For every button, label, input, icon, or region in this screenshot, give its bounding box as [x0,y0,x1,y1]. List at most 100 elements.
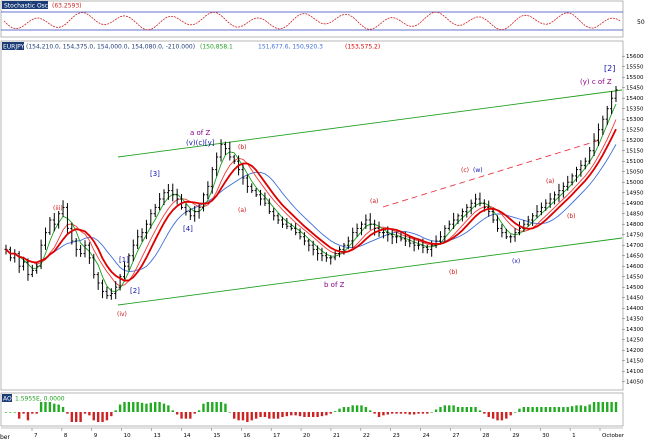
oscillator-bar [211,402,214,412]
label-v-c-y: (v)(c)[y] [186,139,215,147]
overlay-b: 151,677.6, 150,920.3 [258,44,323,51]
price-bar [87,242,91,264]
oscillator-bar [180,412,183,419]
oscillator-bar [285,412,289,417]
oscillator-bar [540,407,543,412]
oscillator-bar [500,412,504,421]
x-tick-label: 24 [423,433,430,439]
oscillator-bar [465,407,468,412]
price-bar [263,192,267,207]
oscillator-bar [96,412,100,422]
price-bar [158,192,162,211]
y-tick-label: 14400 [626,306,644,312]
price-bar [425,244,429,254]
price-bar [364,214,368,229]
oscillator-bar [268,412,271,419]
x-tick-label: 17 [273,433,280,439]
y-tick-label: 14550 [626,275,644,281]
stochastic-frame [0,0,624,38]
x-label-left: ber [0,434,11,441]
price-bar [153,203,157,218]
price-bar [215,152,219,177]
y-tick-label: 15000 [626,180,644,186]
oscillator-bar [518,408,521,412]
oscillator-bar [39,402,43,412]
y-tick-label: 14850 [626,212,644,218]
x-tick-label: 13 [154,433,161,439]
stochastic-line [3,11,621,31]
oscillator-bar [579,405,583,412]
oscillator-bar [175,412,179,415]
oscillator-bar [483,412,486,414]
stochastic-panel: Stochastic Oscillator (63.2593) 50 [0,0,645,38]
oscillator-bar [132,402,135,412]
x-tick-label: 23 [393,433,400,439]
price-bar [575,166,579,182]
oscillator-bar [149,402,153,412]
oscillator-bar [237,412,240,421]
price-bar [105,286,109,299]
oscillator-bar [434,409,438,412]
price-bar [447,220,451,231]
price-bar [250,183,254,193]
oscillator-bar [390,412,394,414]
x-tick-label: 15 [213,433,220,439]
oscillator-bar [53,403,56,412]
price-bar [35,261,39,274]
oscillator-bar [61,407,65,412]
price-bar [232,154,236,165]
moving-average-main [5,128,617,282]
label-a-mid: (a) [238,207,246,214]
oscillator-bar [206,402,210,412]
oscillator-bar [548,407,552,412]
label-z-bracket: [2] [604,64,615,73]
oscillator-bar [452,405,455,412]
overlay-c: (153,575.2) [345,44,380,51]
price-bar [456,213,460,225]
oscillator-bar [588,404,591,412]
oscillator-bar [316,412,319,417]
label-b-low: (b) [449,269,458,276]
trend-channel [117,89,623,306]
oscillator-bar [197,410,201,412]
oscillator-title: AO [3,396,12,403]
oscillator-bar [219,402,223,412]
price-bar [92,253,96,279]
oscillator-bar [562,407,565,412]
x-tick-label: 28 [482,433,489,439]
y-tick-label: 14050 [626,380,644,386]
price-bar [65,203,69,234]
price-bar [48,216,52,235]
oscillator-bar [377,412,381,417]
y-tick-label: 15250 [626,128,644,134]
x-tick-label: 27 [453,433,460,439]
oscillator-bar [496,412,499,421]
oscillator-bar [351,405,354,412]
label-b-top: (b) [238,144,247,151]
price-bar [289,223,293,231]
price-bar [548,193,552,208]
price-bar [557,183,561,202]
oscillator-bar [263,412,267,417]
price-bar [496,215,500,232]
oscillator-bar [601,402,605,412]
price-bar [434,235,438,249]
price-bar [478,192,482,207]
y-tick-label: 14200 [626,348,644,354]
oscillator-bar [307,412,311,417]
oscillator-bar [469,407,473,412]
price-bar [228,141,232,161]
price-bar [96,272,100,290]
label-three: [3] [150,170,160,178]
oscillator-bar [171,410,174,412]
price-bar [74,238,78,257]
price-bar [504,228,508,240]
oscillator-bar [9,412,12,413]
price-bar [474,193,478,208]
oscillator-bar [338,408,341,412]
price-bar [184,203,188,216]
oscillator-bar [215,402,218,412]
oscillator-bar [35,412,38,414]
oscillator-bar [140,402,144,412]
price-bar [223,141,227,155]
